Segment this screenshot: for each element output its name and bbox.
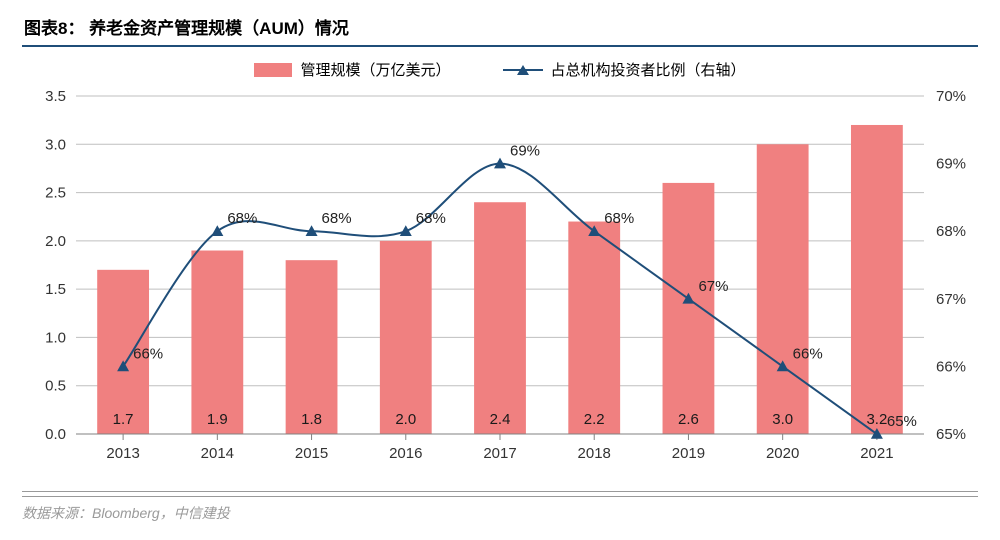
y-left-tick-label: 3.5	[45, 88, 66, 105]
y-left-tick-label: 1.0	[45, 329, 66, 346]
bar-value-label: 1.7	[113, 411, 134, 428]
line-value-label: 66%	[133, 345, 163, 362]
y-left-tick-label: 0.5	[45, 378, 66, 395]
x-tick-label: 2019	[672, 445, 705, 462]
bar-value-label: 2.4	[490, 411, 511, 428]
y-right-tick-label: 66%	[936, 358, 966, 375]
line-marker	[211, 225, 223, 236]
line-value-label: 66%	[793, 345, 823, 362]
mid-rule-2	[22, 496, 978, 497]
y-right-tick-label: 69%	[936, 156, 966, 173]
bar-value-label: 3.2	[866, 411, 887, 428]
bar	[380, 241, 432, 434]
legend-swatch-line	[503, 69, 543, 71]
x-tick-label: 2020	[766, 445, 799, 462]
line-value-label: 68%	[322, 210, 352, 227]
line-value-label: 67%	[698, 278, 728, 295]
legend-label-line: 占总机构投资者比例（右轴）	[551, 59, 746, 80]
y-left-tick-label: 1.5	[45, 281, 66, 298]
x-tick-label: 2015	[295, 445, 328, 462]
bar	[568, 222, 620, 434]
y-left-tick-label: 3.0	[45, 136, 66, 153]
y-right-tick-label: 68%	[936, 223, 966, 240]
bar-value-label: 2.2	[584, 411, 605, 428]
bar-value-label: 1.8	[301, 411, 322, 428]
x-tick-label: 2014	[201, 445, 234, 462]
legend-item-line: 占总机构投资者比例（右轴）	[503, 59, 746, 80]
legend: 管理规模（万亿美元） 占总机构投资者比例（右轴）	[22, 47, 978, 86]
y-right-tick-label: 70%	[936, 88, 966, 105]
bar-value-label: 2.0	[395, 411, 416, 428]
line-value-label: 68%	[416, 210, 446, 227]
y-left-tick-label: 2.0	[45, 233, 66, 250]
legend-item-bars: 管理规模（万亿美元）	[254, 59, 450, 80]
legend-swatch-bar	[254, 63, 292, 77]
combo-chart: 1.7 1.9 1.8 2.0 2.4 2.2 2.6 3.0 3.2 2013 2014 2015 2…	[22, 86, 978, 486]
line-value-label: 65%	[887, 413, 917, 430]
data-source: 数据来源：Bloomberg，中信建投	[22, 503, 978, 523]
legend-label-bars: 管理规模（万亿美元）	[300, 59, 450, 80]
y-left-tick-label: 0.0	[45, 426, 66, 443]
bar	[851, 125, 903, 434]
y-left-tick-label: 2.5	[45, 185, 66, 202]
bar	[286, 260, 338, 434]
x-tick-label: 2018	[578, 445, 611, 462]
bar	[663, 183, 715, 434]
y-right-tick-label: 67%	[936, 291, 966, 308]
line-value-label: 68%	[227, 210, 257, 227]
bar-value-label: 2.6	[678, 411, 699, 428]
x-tick-label: 2021	[860, 445, 893, 462]
chart-area: 1.7 1.9 1.8 2.0 2.4 2.2 2.6 3.0 3.2 2013 2014 2015 2…	[22, 86, 978, 491]
bar	[191, 251, 243, 434]
chart-title: 图表8： 养老金资产管理规模（AUM）情况	[24, 14, 978, 39]
bar-value-label: 3.0	[772, 411, 793, 428]
bar-value-label: 1.9	[207, 411, 228, 428]
line-value-label: 69%	[510, 143, 540, 160]
x-tick-label: 2013	[106, 445, 139, 462]
bar	[474, 202, 526, 434]
x-tick-label: 2016	[389, 445, 422, 462]
bar	[757, 144, 809, 434]
line-value-label: 68%	[604, 210, 634, 227]
line-marker	[400, 225, 412, 236]
x-tick-label: 2017	[483, 445, 516, 462]
y-right-tick-label: 65%	[936, 426, 966, 443]
